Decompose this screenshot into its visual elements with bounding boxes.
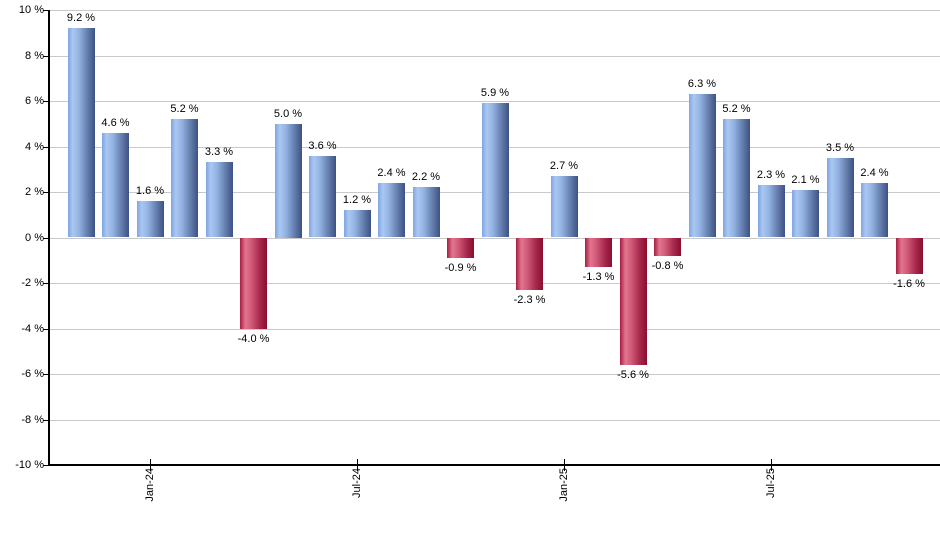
bar bbox=[343, 210, 371, 238]
bar-value-label: 1.2 % bbox=[342, 194, 372, 207]
bar bbox=[619, 237, 647, 365]
bar-value-label: -0.8 % bbox=[651, 259, 684, 272]
y-axis-tick-label: -2 % bbox=[21, 277, 44, 289]
bar bbox=[654, 237, 681, 256]
bar-value-label: -2.3 % bbox=[513, 293, 546, 306]
bar-value-label: 6.3 % bbox=[687, 78, 717, 91]
bar-value-label: 5.2 % bbox=[722, 103, 751, 116]
y-axis-tick-label: -8 % bbox=[21, 413, 44, 426]
bar bbox=[516, 237, 543, 290]
bar-value-label: 2.4 % bbox=[377, 166, 406, 179]
bar-value-label: 2.7 % bbox=[549, 160, 579, 173]
bar bbox=[585, 237, 612, 268]
y-axis-tick-label: -4 % bbox=[21, 322, 44, 335]
y-axis-tick-label: -6 % bbox=[21, 368, 44, 380]
bar bbox=[171, 119, 198, 238]
bar-value-label: 3.6 % bbox=[308, 139, 337, 152]
x-axis-tick-label: Jul-25 bbox=[765, 468, 777, 498]
bar-value-label: -0.9 % bbox=[444, 262, 477, 274]
x-axis-line bbox=[48, 464, 940, 466]
bar-value-label: -4.0 % bbox=[237, 332, 270, 345]
bar-value-label: 3.5 % bbox=[825, 141, 855, 154]
bar-value-label: 5.0 % bbox=[273, 107, 303, 120]
bar bbox=[378, 182, 405, 238]
bar bbox=[723, 119, 750, 238]
bar-value-label: 4.6 % bbox=[101, 116, 130, 129]
y-axis-tick bbox=[43, 101, 49, 102]
y-axis-tick bbox=[43, 419, 49, 421]
bar-value-label: 2.3 % bbox=[756, 169, 786, 182]
bar-value-label: -1.3 % bbox=[582, 271, 615, 284]
bar bbox=[205, 162, 233, 238]
y-axis-tick-label: 8 % bbox=[25, 49, 44, 62]
y-axis-tick bbox=[43, 374, 49, 375]
bar-value-label: 2.4 % bbox=[860, 166, 889, 179]
bar bbox=[447, 237, 474, 258]
bar bbox=[136, 201, 164, 238]
y-axis-tick-label: 0 % bbox=[25, 231, 44, 244]
bar bbox=[240, 237, 267, 329]
y-axis-tick bbox=[43, 55, 49, 57]
y-axis-tick-label: 10 % bbox=[18, 4, 44, 16]
x-axis-tick-label: Jan-25 bbox=[558, 468, 570, 502]
bar bbox=[309, 155, 336, 238]
y-axis-tick bbox=[43, 146, 49, 148]
x-axis-tick-label: Jul-24 bbox=[351, 468, 363, 498]
bar bbox=[412, 187, 440, 238]
y-axis-tick bbox=[43, 465, 49, 466]
bar-value-label: 1.6 % bbox=[135, 185, 165, 198]
y-grid-line bbox=[50, 237, 940, 239]
y-grid-line bbox=[50, 55, 940, 57]
y-axis-tick-label: 6 % bbox=[25, 95, 44, 107]
bar-value-label: -5.6 % bbox=[617, 368, 649, 381]
bar-value-label: 2.1 % bbox=[791, 173, 820, 186]
bar-value-label: -1.6 % bbox=[893, 277, 925, 290]
bar bbox=[688, 94, 716, 238]
x-axis-tick-label: Jan-24 bbox=[144, 468, 156, 502]
y-axis-tick bbox=[43, 328, 49, 330]
y-axis-tick bbox=[43, 10, 49, 11]
y-axis-tick-label: 4 % bbox=[25, 140, 44, 153]
y-grid-line bbox=[50, 10, 940, 11]
y-axis-tick-label: -10 % bbox=[15, 459, 44, 471]
bar-value-label: 5.9 % bbox=[480, 87, 510, 100]
bar bbox=[102, 132, 129, 238]
y-grid-line bbox=[50, 101, 940, 102]
y-axis-tick bbox=[43, 192, 49, 193]
bar-value-label: 3.3 % bbox=[204, 146, 234, 159]
y-axis-line bbox=[48, 10, 50, 466]
bar bbox=[895, 237, 923, 274]
y-axis-tick bbox=[43, 283, 49, 284]
y-grid-line bbox=[50, 419, 940, 421]
bar bbox=[826, 157, 854, 238]
bar bbox=[274, 123, 302, 238]
bar bbox=[67, 28, 95, 238]
y-axis-tick bbox=[43, 237, 49, 239]
bar bbox=[550, 176, 578, 238]
y-grid-line bbox=[50, 328, 940, 330]
bar bbox=[792, 189, 819, 238]
bar-value-label: 5.2 % bbox=[170, 103, 199, 116]
bar-value-label: 9.2 % bbox=[66, 12, 96, 25]
bar bbox=[861, 182, 888, 238]
y-axis-tick-label: 2 % bbox=[25, 186, 44, 198]
bar-value-label: 2.2 % bbox=[411, 171, 441, 184]
bar bbox=[757, 185, 785, 238]
bar bbox=[481, 103, 509, 238]
y-grid-line bbox=[50, 283, 940, 284]
y-grid-line bbox=[50, 374, 940, 375]
